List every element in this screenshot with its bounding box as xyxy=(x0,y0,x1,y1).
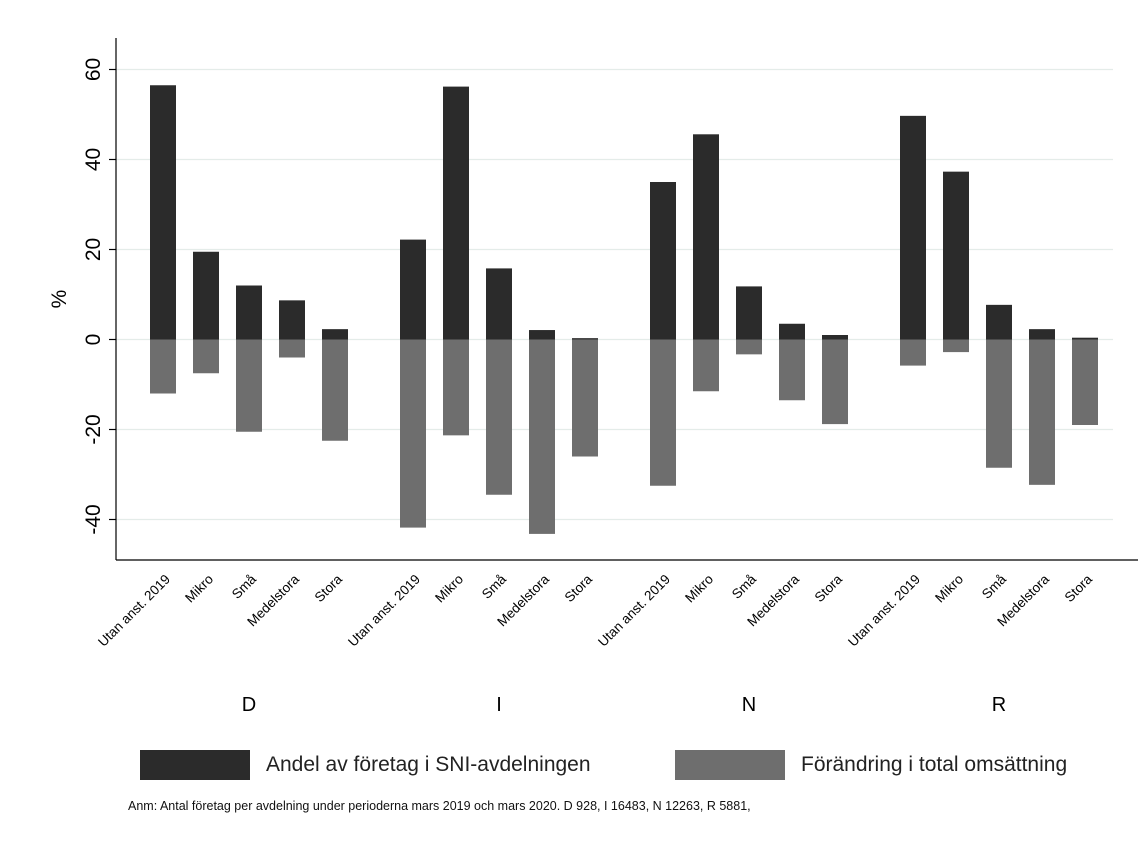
group-label: D xyxy=(242,694,256,716)
bar xyxy=(400,339,426,528)
bar xyxy=(943,339,969,353)
bar xyxy=(279,300,305,340)
y-tick-label: -40 xyxy=(82,504,105,534)
legend-label-change: Förändring i total omsättning xyxy=(801,753,1068,776)
bar xyxy=(900,115,926,340)
x-tick-label: Stora xyxy=(812,571,846,605)
bar xyxy=(193,251,219,340)
legend-label-share: Andel av företag i SNI-avdelningen xyxy=(266,753,591,776)
group-label: R xyxy=(992,694,1006,716)
x-tick-label: Mikro xyxy=(682,572,716,606)
group-label: I xyxy=(496,694,502,716)
bar xyxy=(779,323,805,340)
bar xyxy=(443,339,469,436)
x-tick-label: Utan anst. 2019 xyxy=(845,572,923,650)
bar xyxy=(650,339,676,486)
bar xyxy=(943,171,969,340)
bar xyxy=(822,339,848,425)
bar xyxy=(400,239,426,340)
bar xyxy=(193,339,219,374)
bar xyxy=(650,182,676,340)
bar xyxy=(150,85,176,340)
bar xyxy=(322,329,348,340)
bar xyxy=(236,339,262,432)
y-tick-label: -20 xyxy=(82,414,105,444)
legend-item-share: Andel av företag i SNI-avdelningen xyxy=(140,749,591,781)
x-tick-label: Små xyxy=(479,571,510,602)
bar xyxy=(986,339,1012,468)
bar xyxy=(572,338,598,340)
bar xyxy=(1072,337,1098,340)
bar xyxy=(1072,339,1098,425)
legend-swatch-share xyxy=(140,750,250,780)
chart-frame: -40 -20 0 20 40 60% Utan anst. 2019 Mikro Små Med… xyxy=(8,8,1138,835)
x-tick-label: Små xyxy=(729,571,760,602)
bar xyxy=(1029,329,1055,340)
bar xyxy=(900,339,926,366)
bar xyxy=(150,339,176,394)
bar xyxy=(486,339,512,495)
bar xyxy=(822,335,848,340)
x-tick-label: Stora xyxy=(562,571,596,605)
x-tick-label: Små xyxy=(229,571,260,602)
x-tick-label: Stora xyxy=(1062,571,1096,605)
y-tick-label: 60 xyxy=(82,58,105,81)
x-tick-label: Utan anst. 2019 xyxy=(345,572,423,650)
y-tick-label: 20 xyxy=(82,238,105,261)
y-axis-title: % xyxy=(48,290,71,309)
legend-swatch-change xyxy=(675,750,785,780)
bar xyxy=(693,339,719,392)
x-tick-label: Utan anst. 2019 xyxy=(595,572,673,650)
y-tick-label: 40 xyxy=(82,148,105,171)
x-tick-label: Utan anst. 2019 xyxy=(95,572,173,650)
x-tick-label: Mikro xyxy=(182,572,216,606)
bar xyxy=(986,304,1012,340)
bar xyxy=(736,286,762,340)
bar xyxy=(529,339,555,534)
legend-item-change: Förändring i total omsättning xyxy=(675,749,1067,781)
x-tick-label: Stora xyxy=(312,571,346,605)
bar xyxy=(779,339,805,401)
x-tick-label: Små xyxy=(979,571,1010,602)
bar xyxy=(529,330,555,340)
bar xyxy=(322,339,348,441)
y-tick-label: 0 xyxy=(82,334,105,346)
bar xyxy=(693,134,719,340)
bar xyxy=(279,339,305,358)
x-tick-label: Mikro xyxy=(932,572,966,606)
bar xyxy=(443,86,469,340)
bar xyxy=(1029,339,1055,485)
bar xyxy=(486,268,512,340)
chart-note: Anm: Antal företag per avdelning under p… xyxy=(128,799,751,813)
x-tick-label: Mikro xyxy=(432,572,466,606)
bar xyxy=(572,339,598,457)
bar xyxy=(236,285,262,340)
bar xyxy=(736,339,762,355)
group-label: N xyxy=(742,694,756,716)
